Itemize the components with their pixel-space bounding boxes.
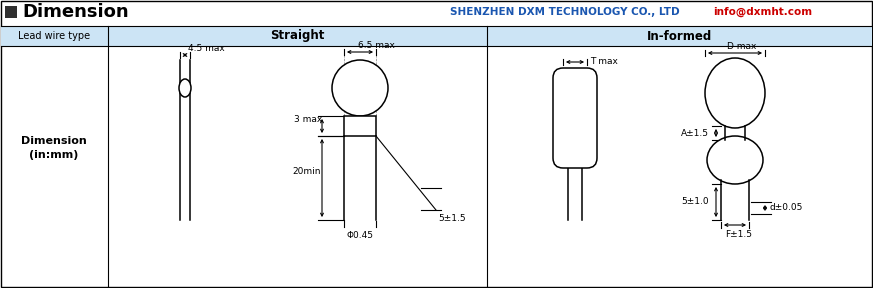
Text: info@dxmht.com: info@dxmht.com	[713, 7, 812, 17]
Text: Lead wire type: Lead wire type	[18, 31, 90, 41]
Text: 3 max: 3 max	[294, 115, 322, 124]
Bar	[344, 116, 376, 136]
Bar	[1, 26, 872, 46]
Circle shape	[332, 60, 388, 116]
Text: D max: D max	[727, 42, 756, 51]
Text: T max: T max	[590, 56, 618, 65]
Text: Dimension
(in:mm): Dimension (in:mm)	[21, 136, 87, 160]
Text: F±1.5: F±1.5	[725, 230, 752, 239]
Text: In-formed: In-formed	[648, 29, 712, 43]
Text: Dimension: Dimension	[22, 3, 128, 21]
Text: 5±1.0: 5±1.0	[681, 198, 709, 206]
Bar	[5, 6, 17, 18]
Ellipse shape	[707, 136, 763, 184]
Text: Straight: Straight	[270, 29, 324, 43]
FancyBboxPatch shape	[553, 68, 597, 168]
Text: Φ0.45: Φ0.45	[347, 231, 374, 240]
Text: A±1.5: A±1.5	[681, 128, 709, 137]
Text: d±0.05: d±0.05	[769, 204, 802, 213]
Ellipse shape	[705, 58, 765, 128]
Text: 20min: 20min	[292, 167, 320, 176]
Text: 5±1.5: 5±1.5	[438, 214, 465, 223]
Ellipse shape	[179, 79, 191, 97]
Text: SHENZHEN DXM TECHNOLOGY CO., LTD: SHENZHEN DXM TECHNOLOGY CO., LTD	[450, 7, 679, 17]
Text: 4.5 max: 4.5 max	[188, 44, 224, 53]
Text: 6.5 max: 6.5 max	[358, 41, 395, 50]
